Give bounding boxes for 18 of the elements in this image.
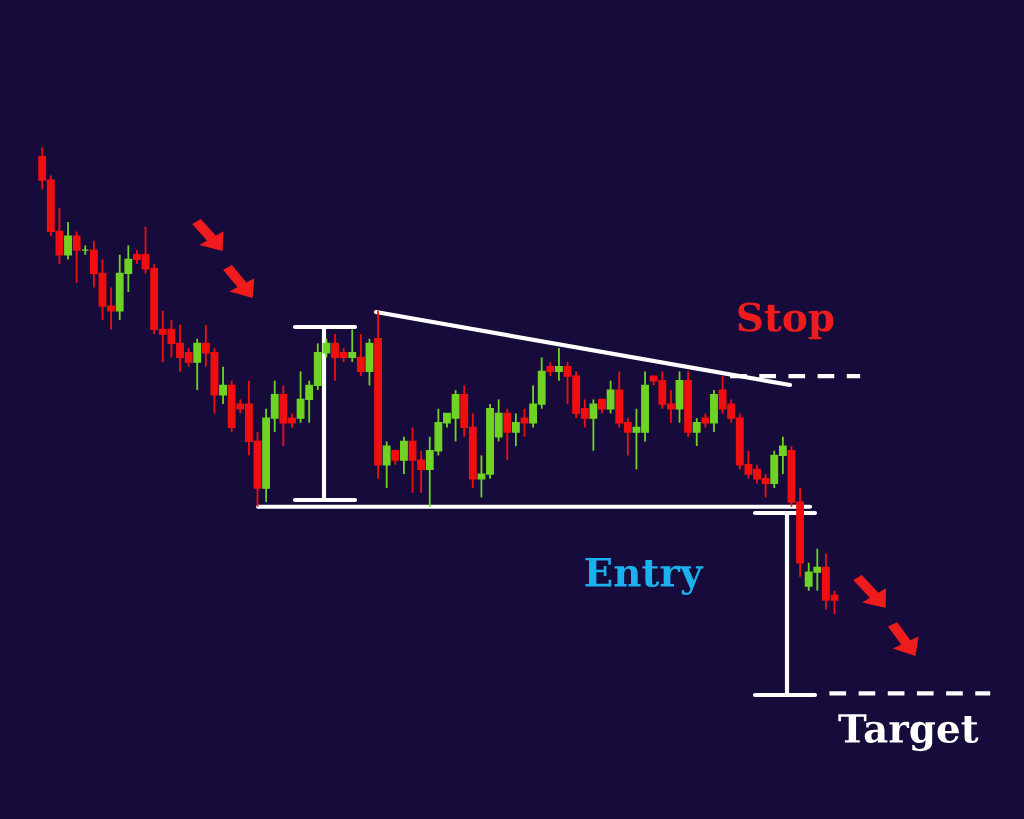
candlestick bbox=[64, 221, 72, 261]
candlestick bbox=[348, 328, 357, 363]
candlestick bbox=[356, 333, 365, 377]
candlestick bbox=[219, 365, 227, 405]
ref-line-label: Target bbox=[838, 714, 979, 752]
candlestick bbox=[589, 398, 598, 452]
ref-line-label: Stop bbox=[738, 302, 834, 340]
candlestick bbox=[511, 412, 520, 447]
candlestick bbox=[520, 407, 529, 438]
candlestick bbox=[503, 407, 512, 461]
candlestick bbox=[399, 435, 408, 475]
candlestick bbox=[606, 379, 615, 415]
candlestick bbox=[193, 337, 202, 391]
ref-line-label: Entry bbox=[585, 558, 704, 596]
candlestick bbox=[692, 417, 701, 447]
candlestick bbox=[555, 347, 563, 382]
candlestick bbox=[72, 230, 81, 284]
candlestick bbox=[382, 440, 391, 489]
